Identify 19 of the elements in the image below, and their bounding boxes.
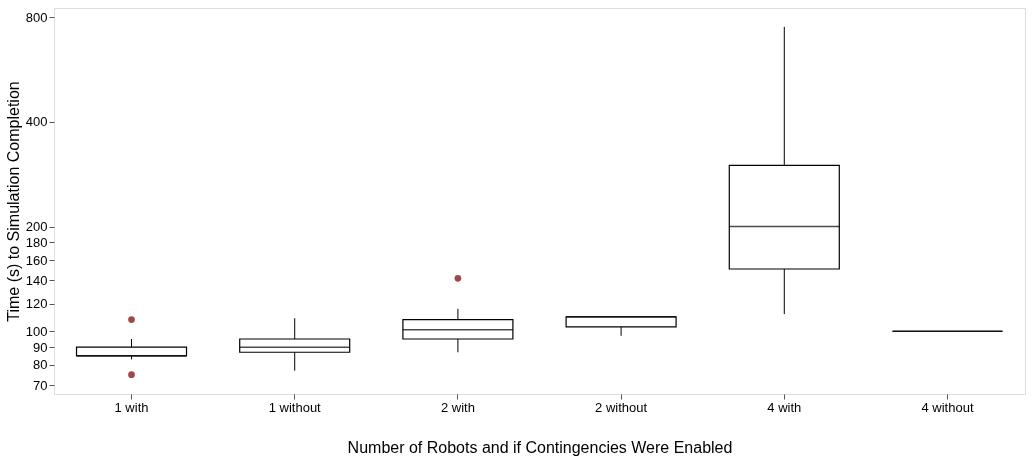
x-tick-label: 4 with <box>767 399 802 415</box>
y-tick-label: 160 <box>25 252 48 268</box>
y-tick-label: 80 <box>33 357 48 373</box>
x-tick-label: 1 with <box>114 399 149 415</box>
y-tick-label: 400 <box>25 114 48 130</box>
y-axis-title: Time (s) to Simulation Completion <box>4 81 22 322</box>
y-tick-label: 180 <box>25 234 48 250</box>
y-tick-label: 70 <box>33 377 48 393</box>
y-tick-label: 200 <box>25 219 48 235</box>
y-tick-label: 140 <box>25 272 48 288</box>
x-tick-label: 2 without <box>595 399 648 415</box>
y-tick-label: 90 <box>33 339 48 355</box>
y-tick-label: 800 <box>25 9 48 25</box>
x-tick-label: 1 without <box>268 399 322 415</box>
y-tick-label: 100 <box>25 323 48 339</box>
x-tick-label: 4 without <box>921 399 974 415</box>
x-tick-label: 2 with <box>440 399 475 415</box>
x-axis-title: Number of Robots and if Contingencies Were Enabled <box>347 438 733 456</box>
y-tick-label: 120 <box>25 296 48 312</box>
